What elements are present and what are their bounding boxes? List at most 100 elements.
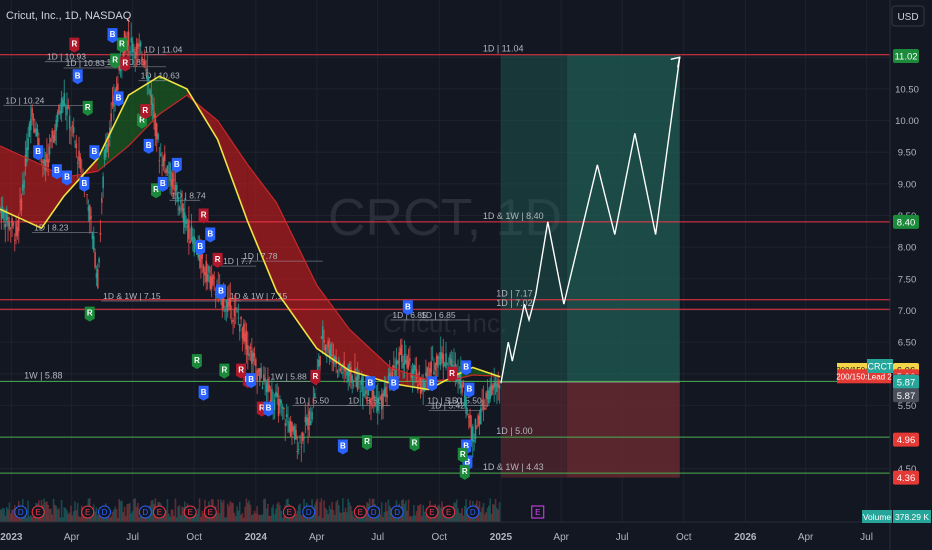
- signal-marker-letter: R: [460, 450, 466, 459]
- candle-body: [150, 94, 153, 105]
- candle-body: [38, 138, 40, 147]
- volume-bar: [480, 512, 482, 522]
- volume-bar: [119, 501, 122, 522]
- candle-body: [360, 378, 363, 385]
- candle-body: [133, 48, 135, 53]
- level-label: 1D | 7.02: [496, 298, 532, 308]
- candle-body: [431, 356, 434, 358]
- candle-body: [237, 317, 240, 319]
- candle-body: [163, 153, 166, 162]
- volume-bar: [67, 513, 70, 522]
- candle-body: [340, 367, 343, 369]
- signal-markers: RBRBBRBRRRRBRBBBBBBRRBBRBRRBRRBRBRBBBBRB…: [33, 28, 475, 480]
- event-icon: [302, 505, 316, 519]
- candle-body: [347, 365, 350, 382]
- candle-body: [334, 356, 336, 362]
- candle-body: [439, 352, 442, 366]
- candle-body: [9, 228, 12, 230]
- volume-bar: [405, 500, 407, 522]
- candle-body: [312, 397, 315, 404]
- candle-body: [257, 369, 260, 372]
- candle-body: [287, 421, 289, 423]
- candle-body: [166, 165, 169, 173]
- candle-body: [284, 423, 287, 426]
- volume-bar: [4, 515, 7, 522]
- stop-zone-core: [567, 381, 680, 478]
- candle-body: [111, 101, 114, 106]
- signal-marker: [461, 360, 472, 376]
- volume-bar: [180, 515, 182, 522]
- candle-body: [74, 141, 76, 143]
- candle-body: [102, 176, 104, 189]
- candle-body: [399, 348, 402, 355]
- candle-body: [167, 172, 170, 174]
- candle-body: [339, 368, 341, 371]
- candle-body: [229, 297, 232, 311]
- signal-marker: [69, 37, 80, 53]
- candle-body: [4, 224, 7, 227]
- volume-bar: [256, 506, 258, 522]
- candle-body: [169, 162, 171, 182]
- volume-bar: [328, 505, 331, 522]
- volume-bar: [129, 502, 131, 522]
- candle-body: [450, 359, 453, 366]
- candle-body: [171, 172, 174, 190]
- candle-body: [175, 184, 178, 191]
- volume-bar: [299, 503, 301, 522]
- candle-body: [437, 356, 439, 368]
- candle-body: [205, 260, 208, 282]
- candle-body: [92, 235, 95, 251]
- volume-bar: [415, 511, 418, 522]
- candle-body: [296, 451, 299, 453]
- candle-body: [52, 135, 55, 143]
- candle-body: [204, 271, 206, 276]
- candle-body: [418, 371, 421, 376]
- candle-body: [463, 391, 466, 405]
- candle-body: [490, 384, 493, 396]
- level-label: 1D & 1W | 8.40: [483, 211, 544, 221]
- candle-body: [95, 273, 98, 278]
- volume-bar: [425, 515, 427, 522]
- candle-body: [198, 251, 201, 262]
- candle-body: [58, 105, 60, 113]
- volume-bar: [233, 512, 236, 522]
- volume-bar: [277, 502, 280, 522]
- volume-bar: [300, 514, 303, 522]
- candle-body: [28, 123, 31, 137]
- candle-body: [498, 385, 501, 389]
- candle-body: [94, 252, 96, 268]
- candle-body: [173, 179, 175, 181]
- event-icon: [367, 505, 381, 519]
- candle-body: [228, 297, 230, 307]
- volume-bar: [141, 513, 143, 522]
- volume-bar: [50, 508, 52, 522]
- volume-bar: [151, 499, 154, 522]
- candle-body: [48, 146, 51, 155]
- signal-marker-letter: R: [364, 437, 370, 446]
- candle-body: [427, 368, 430, 370]
- candle-body: [7, 217, 9, 226]
- volume-bar: [280, 510, 283, 522]
- candle-body: [268, 384, 271, 392]
- candle-body: [366, 396, 368, 402]
- volume-bar: [320, 498, 323, 522]
- candle-body: [267, 378, 269, 393]
- signal-marker-letter: B: [54, 166, 60, 175]
- candle-body: [174, 185, 177, 196]
- volume-bar: [54, 504, 56, 522]
- candle-body: [471, 426, 474, 443]
- candle-body: [354, 368, 356, 374]
- time-tick-label: Jul: [371, 532, 384, 543]
- volume-bar: [0, 509, 1, 522]
- volume-bar: [113, 509, 115, 522]
- volume-bar: [406, 510, 408, 522]
- currency-button[interactable]: USD: [891, 5, 925, 27]
- candle-body: [79, 156, 82, 170]
- candle-body: [430, 361, 433, 373]
- signal-marker-letter: R: [449, 369, 455, 378]
- volume-bar: [59, 517, 62, 522]
- time-axis[interactable]: 2023 Apr Jul Oct 2024 Apr Jul Oct 2025 Apr Jul Oct 2…: [0, 521, 890, 543]
- volume-bar: [224, 517, 226, 522]
- volume-bar: [171, 509, 174, 522]
